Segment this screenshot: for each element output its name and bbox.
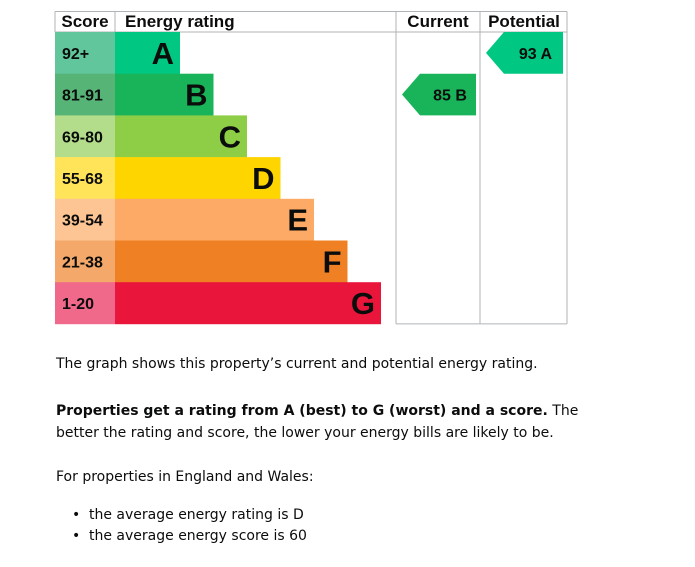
band-letter-a: A: [152, 36, 174, 71]
current-rating-label: 85 B: [433, 88, 467, 105]
header-score: Score: [61, 12, 108, 31]
band-bar-g: [115, 282, 381, 325]
intro-text: The graph shows this property’s current …: [56, 356, 538, 372]
list-item: the average energy score is 60: [56, 526, 307, 547]
band-bar-e: [115, 198, 314, 241]
score-label-f: 21-38: [62, 254, 103, 271]
band-letter-c: C: [219, 119, 241, 154]
score-cell-d: [55, 157, 115, 200]
score-label-a: 92+: [62, 46, 89, 63]
score-cell-a: [55, 32, 115, 74]
region-text: For properties in England and Wales:: [56, 469, 314, 485]
band-bar-f: [115, 240, 348, 283]
score-cell-b: [55, 73, 115, 116]
band-letter-f: F: [323, 244, 342, 279]
score-label-c: 69-80: [62, 129, 103, 146]
potential-rating-arrow: [486, 32, 563, 74]
score-cell-f: [55, 240, 115, 283]
score-cell-e: [55, 198, 115, 241]
header-energy-rating: Energy rating: [125, 12, 235, 31]
list-item: the average energy rating is D: [56, 505, 307, 526]
rating-explanation-bold: Properties get a rating from A (best) to…: [56, 403, 548, 419]
rating-explanation: Properties get a rating from A (best) to…: [56, 400, 616, 444]
band-bar-b: [115, 73, 214, 116]
band-bar-a: [115, 32, 180, 74]
score-label-b: 81-91: [62, 88, 103, 105]
rating-markers: 85 B 93 A: [402, 32, 563, 116]
band-letter-b: B: [185, 78, 207, 113]
band-letter-g: G: [351, 286, 375, 321]
score-cell-c: [55, 115, 115, 158]
rating-bands: 92+ A 81-91 B 69-80 C 55-68 D 39-54 E 21-38 F 1-20 G: [55, 32, 381, 325]
score-label-e: 39-54: [62, 213, 103, 230]
band-letter-e: E: [287, 203, 308, 238]
score-label-g: 1-20: [62, 296, 94, 313]
rating-explanation-rest: The better the rating and score, the low…: [56, 403, 579, 441]
average-list: the average energy rating is D the avera…: [56, 505, 307, 547]
current-rating-arrow: [402, 73, 476, 116]
energy-rating-chart: Score Energy rating Current Potential 92…: [54, 11, 568, 325]
score-label-d: 55-68: [62, 171, 103, 188]
band-letter-d: D: [252, 161, 274, 196]
chart-headers: Score Energy rating Current Potential: [61, 12, 560, 31]
score-cell-g: [55, 282, 115, 325]
header-current: Current: [407, 12, 469, 31]
header-potential: Potential: [488, 12, 560, 31]
band-bar-d: [115, 157, 281, 200]
band-bar-c: [115, 115, 247, 158]
potential-rating-label: 93 A: [519, 46, 553, 63]
